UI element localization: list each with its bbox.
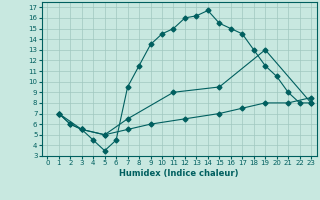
X-axis label: Humidex (Indice chaleur): Humidex (Indice chaleur) (119, 169, 239, 178)
